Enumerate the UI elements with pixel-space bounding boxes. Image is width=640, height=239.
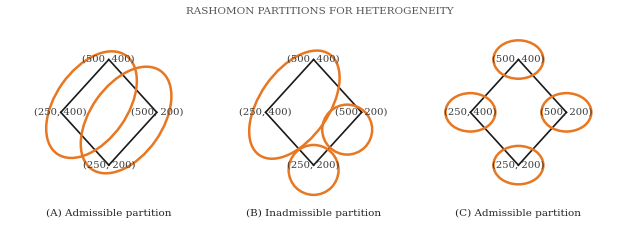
- Text: (250, 200): (250, 200): [492, 161, 545, 170]
- Text: (250, 400): (250, 400): [444, 108, 497, 117]
- Text: (250, 200): (250, 200): [83, 161, 135, 170]
- Text: (500, 400): (500, 400): [83, 55, 135, 64]
- Text: (250, 400): (250, 400): [239, 108, 292, 117]
- Text: (B) Inadmissible partition: (B) Inadmissible partition: [246, 209, 381, 218]
- Text: (250, 200): (250, 200): [287, 161, 340, 170]
- Text: RASHOMON PARTITIONS FOR HETEROGENEITY: RASHOMON PARTITIONS FOR HETEROGENEITY: [186, 7, 454, 16]
- Text: (500, 200): (500, 200): [131, 108, 183, 117]
- Text: (500, 400): (500, 400): [492, 55, 545, 64]
- Text: (500, 200): (500, 200): [335, 108, 388, 117]
- Text: (250, 400): (250, 400): [35, 108, 87, 117]
- Text: (C) Admissible partition: (C) Admissible partition: [456, 209, 581, 218]
- Text: (500, 400): (500, 400): [287, 55, 340, 64]
- Text: (500, 200): (500, 200): [540, 108, 593, 117]
- Text: (A) Admissible partition: (A) Admissible partition: [46, 209, 172, 218]
